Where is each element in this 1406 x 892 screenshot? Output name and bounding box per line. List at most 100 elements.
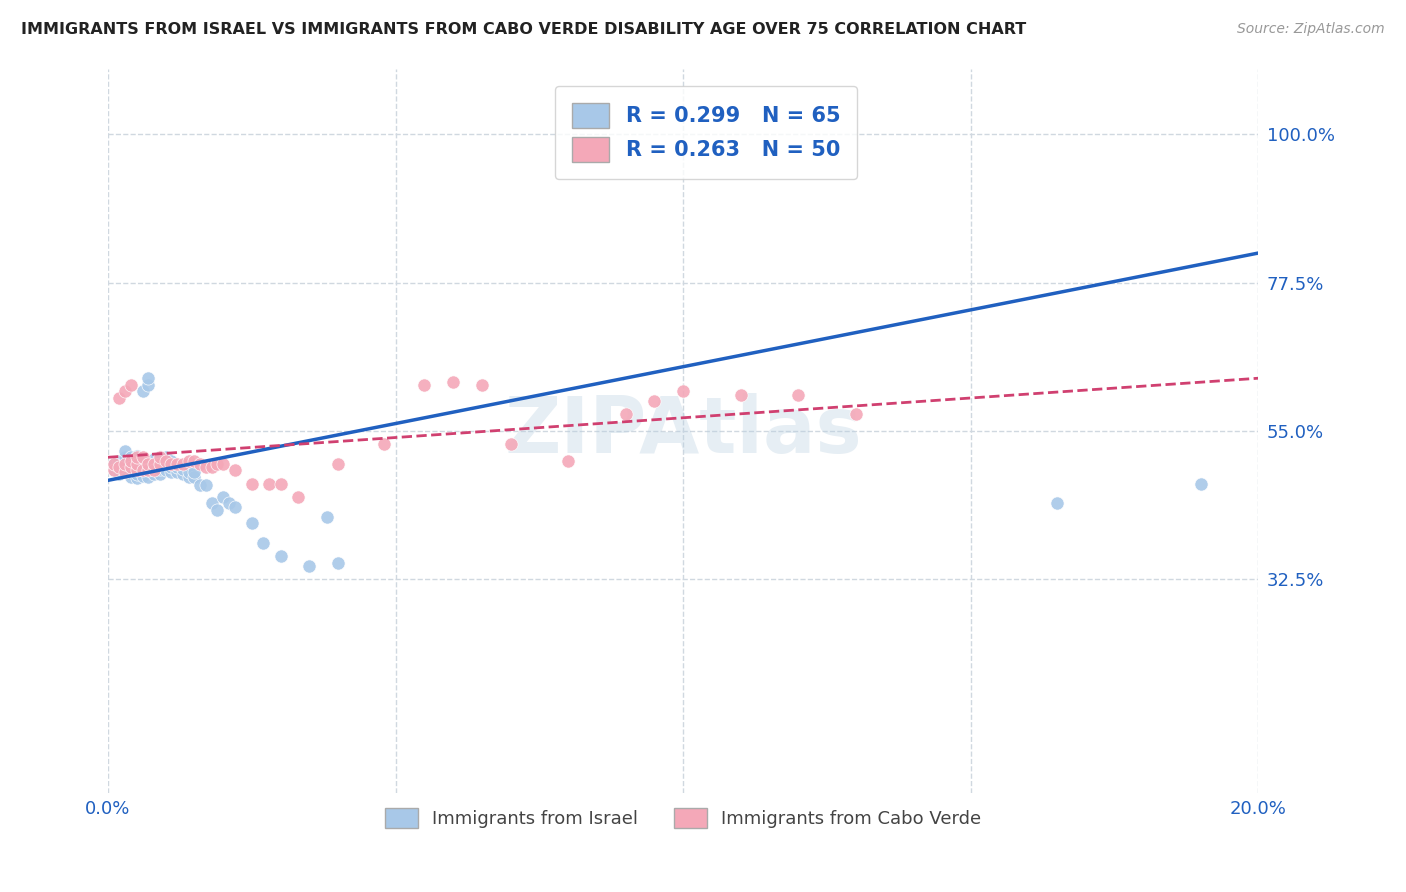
Point <box>114 465 136 479</box>
Point <box>120 460 142 475</box>
Point <box>499 437 522 451</box>
Point <box>441 375 464 389</box>
Point <box>270 476 292 491</box>
Point <box>125 471 148 485</box>
Text: ZIPAtlas: ZIPAtlas <box>505 393 862 469</box>
Point <box>200 460 222 475</box>
Point <box>224 500 246 514</box>
Point <box>125 458 148 473</box>
Point <box>136 377 159 392</box>
Point <box>114 384 136 399</box>
Point <box>177 470 200 484</box>
Point <box>326 556 349 570</box>
Point <box>194 478 217 492</box>
Point <box>188 478 211 492</box>
Point <box>298 559 321 574</box>
Point <box>120 457 142 471</box>
Point <box>373 437 395 451</box>
Point <box>131 384 153 399</box>
Point <box>103 457 125 471</box>
Point <box>240 516 263 531</box>
Point <box>125 457 148 471</box>
Point <box>160 460 183 475</box>
Point <box>200 496 222 510</box>
Point <box>131 463 153 477</box>
Point <box>183 465 205 479</box>
Point <box>188 457 211 471</box>
Point <box>240 476 263 491</box>
Point <box>315 509 337 524</box>
Point <box>1189 476 1212 491</box>
Point <box>155 463 177 477</box>
Point <box>160 465 183 479</box>
Point <box>114 463 136 477</box>
Point <box>224 463 246 477</box>
Point <box>120 460 142 475</box>
Point <box>845 408 868 422</box>
Point <box>125 449 148 463</box>
Point <box>183 470 205 484</box>
Point <box>131 450 153 465</box>
Point <box>207 457 229 471</box>
Point <box>120 450 142 465</box>
Point <box>172 462 194 476</box>
Point <box>166 460 188 475</box>
Point <box>557 453 579 467</box>
Point <box>166 465 188 479</box>
Point <box>672 384 695 399</box>
Point <box>149 450 172 465</box>
Point <box>136 470 159 484</box>
Point <box>108 391 131 405</box>
Point <box>125 450 148 465</box>
Point <box>149 450 172 465</box>
Point <box>131 468 153 483</box>
Point <box>177 465 200 479</box>
Point <box>218 496 240 510</box>
Point <box>413 377 436 392</box>
Legend: Immigrants from Israel, Immigrants from Cabo Verde: Immigrants from Israel, Immigrants from … <box>378 801 988 835</box>
Point <box>108 453 131 467</box>
Point <box>149 462 172 476</box>
Point <box>103 463 125 477</box>
Point <box>149 457 172 471</box>
Point <box>160 457 183 471</box>
Point <box>108 467 131 481</box>
Point <box>114 443 136 458</box>
Point <box>125 453 148 467</box>
Point <box>194 460 217 475</box>
Point <box>1046 496 1069 510</box>
Point <box>136 457 159 471</box>
Point <box>114 457 136 471</box>
Point <box>166 457 188 471</box>
Point <box>155 457 177 471</box>
Point <box>136 371 159 385</box>
Point <box>614 408 637 422</box>
Point <box>207 503 229 517</box>
Point <box>143 462 166 476</box>
Point <box>136 463 159 477</box>
Point <box>143 463 166 477</box>
Point <box>125 467 148 481</box>
Point <box>120 453 142 467</box>
Point <box>257 476 280 491</box>
Point <box>114 450 136 465</box>
Point <box>471 377 494 392</box>
Point <box>287 490 309 504</box>
Point <box>120 377 142 392</box>
Point <box>125 462 148 476</box>
Point <box>131 458 153 473</box>
Text: IMMIGRANTS FROM ISRAEL VS IMMIGRANTS FROM CABO VERDE DISABILITY AGE OVER 75 CORR: IMMIGRANTS FROM ISRAEL VS IMMIGRANTS FRO… <box>21 22 1026 37</box>
Point <box>172 467 194 481</box>
Text: Source: ZipAtlas.com: Source: ZipAtlas.com <box>1237 22 1385 37</box>
Point <box>212 457 235 471</box>
Point <box>326 457 349 471</box>
Point <box>212 490 235 504</box>
Point <box>143 457 166 471</box>
Point <box>103 463 125 477</box>
Point <box>149 457 172 471</box>
Point <box>149 467 172 481</box>
Point <box>143 457 166 471</box>
Point <box>103 457 125 471</box>
Point <box>155 450 177 465</box>
Point <box>787 387 810 401</box>
